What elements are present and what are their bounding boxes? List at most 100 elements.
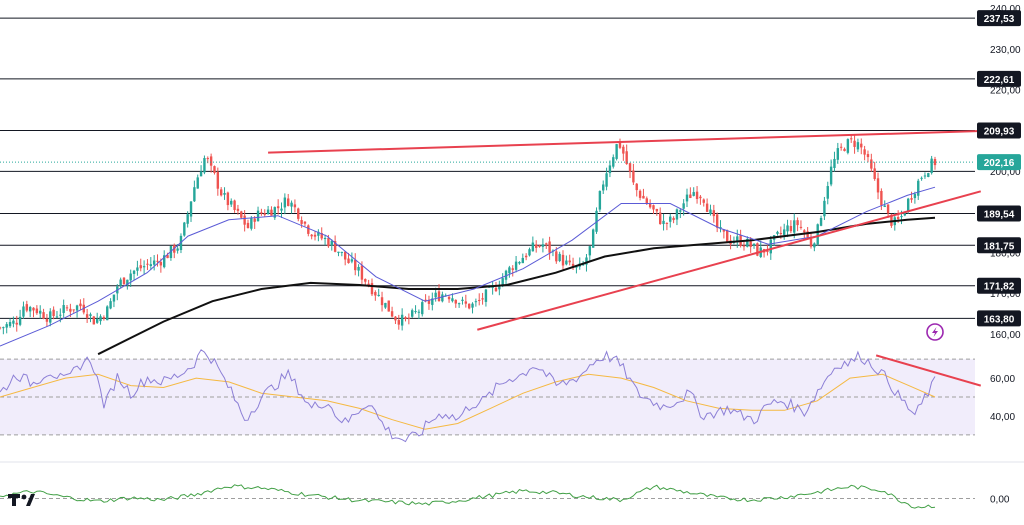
candle-body [850,138,853,140]
candle-body [628,163,632,172]
bottom-panel[interactable]: 0,00 [0,484,1010,509]
candle-body [387,300,390,312]
candle-body [588,246,592,256]
candle-body [126,279,129,286]
candle-body [635,183,638,191]
candle-body [437,291,441,302]
candle-body [424,299,427,301]
price-axis[interactable]: 240,00230,00220,00210,00200,00190,00180,… [977,4,1021,341]
candle-body [856,142,860,150]
candle-body [276,206,280,209]
candle-body [45,319,49,322]
candle-body [199,171,203,177]
candle-body [441,294,444,302]
candle-body [99,316,102,322]
candle-body [132,270,136,274]
y-tick-label: 230,00 [990,45,1021,56]
candle-body [119,279,122,286]
candle-body [591,229,595,248]
candle-body [35,308,39,314]
candle-body [715,214,719,228]
candle-body [836,148,840,160]
candle-body [233,200,236,210]
candle-body [467,303,471,309]
candle-body [236,208,240,211]
candle-body [799,226,803,228]
candle-body [796,220,799,226]
candle-body [655,208,659,212]
candle-body [290,202,293,207]
candle-body [876,178,880,193]
candle-body [524,255,528,258]
candle-body [156,260,159,262]
candle-body [866,154,870,158]
trendline-1 [477,190,982,331]
candle-body [72,309,75,311]
level-tag-label: 181,75 [984,241,1015,252]
candle-body [870,159,873,169]
candle-body [752,243,756,246]
candle-body [645,198,648,204]
level-tag-label: 222,61 [984,75,1015,86]
candle-body [809,238,813,247]
candle-body [15,322,18,325]
candle-body [183,222,186,236]
candle-body [474,301,478,303]
candle-body [213,166,216,173]
candle-body [283,197,287,208]
candle-body [209,156,213,166]
candle-body [8,322,12,327]
candle-body [350,259,354,262]
y-tick-label: 200,00 [990,167,1021,178]
level-tag [977,10,1021,27]
candle-body [501,278,504,287]
level-tag-label: 163,80 [984,314,1015,325]
candle-body [545,243,548,245]
current-price-label: 202,16 [984,158,1015,169]
candle-body [354,259,357,271]
candle-body [273,207,277,218]
candle-body [152,260,156,265]
candle-body [337,251,340,253]
candle-body [514,261,518,270]
candle-body [266,209,270,215]
level-tag-label: 171,82 [984,282,1015,293]
candle-body [622,146,625,154]
candle-body [541,244,545,247]
candle-body [407,317,411,319]
rsi-ma-line [0,373,936,430]
candle-body [370,283,374,295]
candle-body [712,210,716,217]
rsi-panel[interactable]: 60,00 40,00 [0,349,1024,463]
candle-body [602,184,605,191]
candle-body [883,205,886,207]
candle-body [102,317,106,319]
candle-body [454,299,457,304]
candle-body [843,148,846,152]
candle-body [28,307,32,312]
candle-body [829,166,833,185]
candle-body [146,263,149,265]
candle-body [615,144,618,159]
candle-body [736,236,739,241]
candle-body [558,253,561,262]
rsi-tick-label: 40,00 [990,412,1015,423]
candle-body [642,195,645,199]
candle-body [689,194,692,198]
level-tag-label: 209,93 [984,127,1015,138]
y-tick-label: 220,00 [990,86,1021,97]
candle-body [196,177,199,189]
candle-body [632,170,635,183]
candle-body [303,221,307,224]
candle-body [538,245,541,247]
candle-body [803,230,806,233]
candle-body [860,143,863,148]
level-tag-label: 237,53 [984,14,1015,25]
candle-body [665,222,669,224]
candle-body [343,251,347,260]
candle-body [400,314,404,326]
candle-body [548,241,551,253]
price-panel[interactable] [0,17,982,356]
